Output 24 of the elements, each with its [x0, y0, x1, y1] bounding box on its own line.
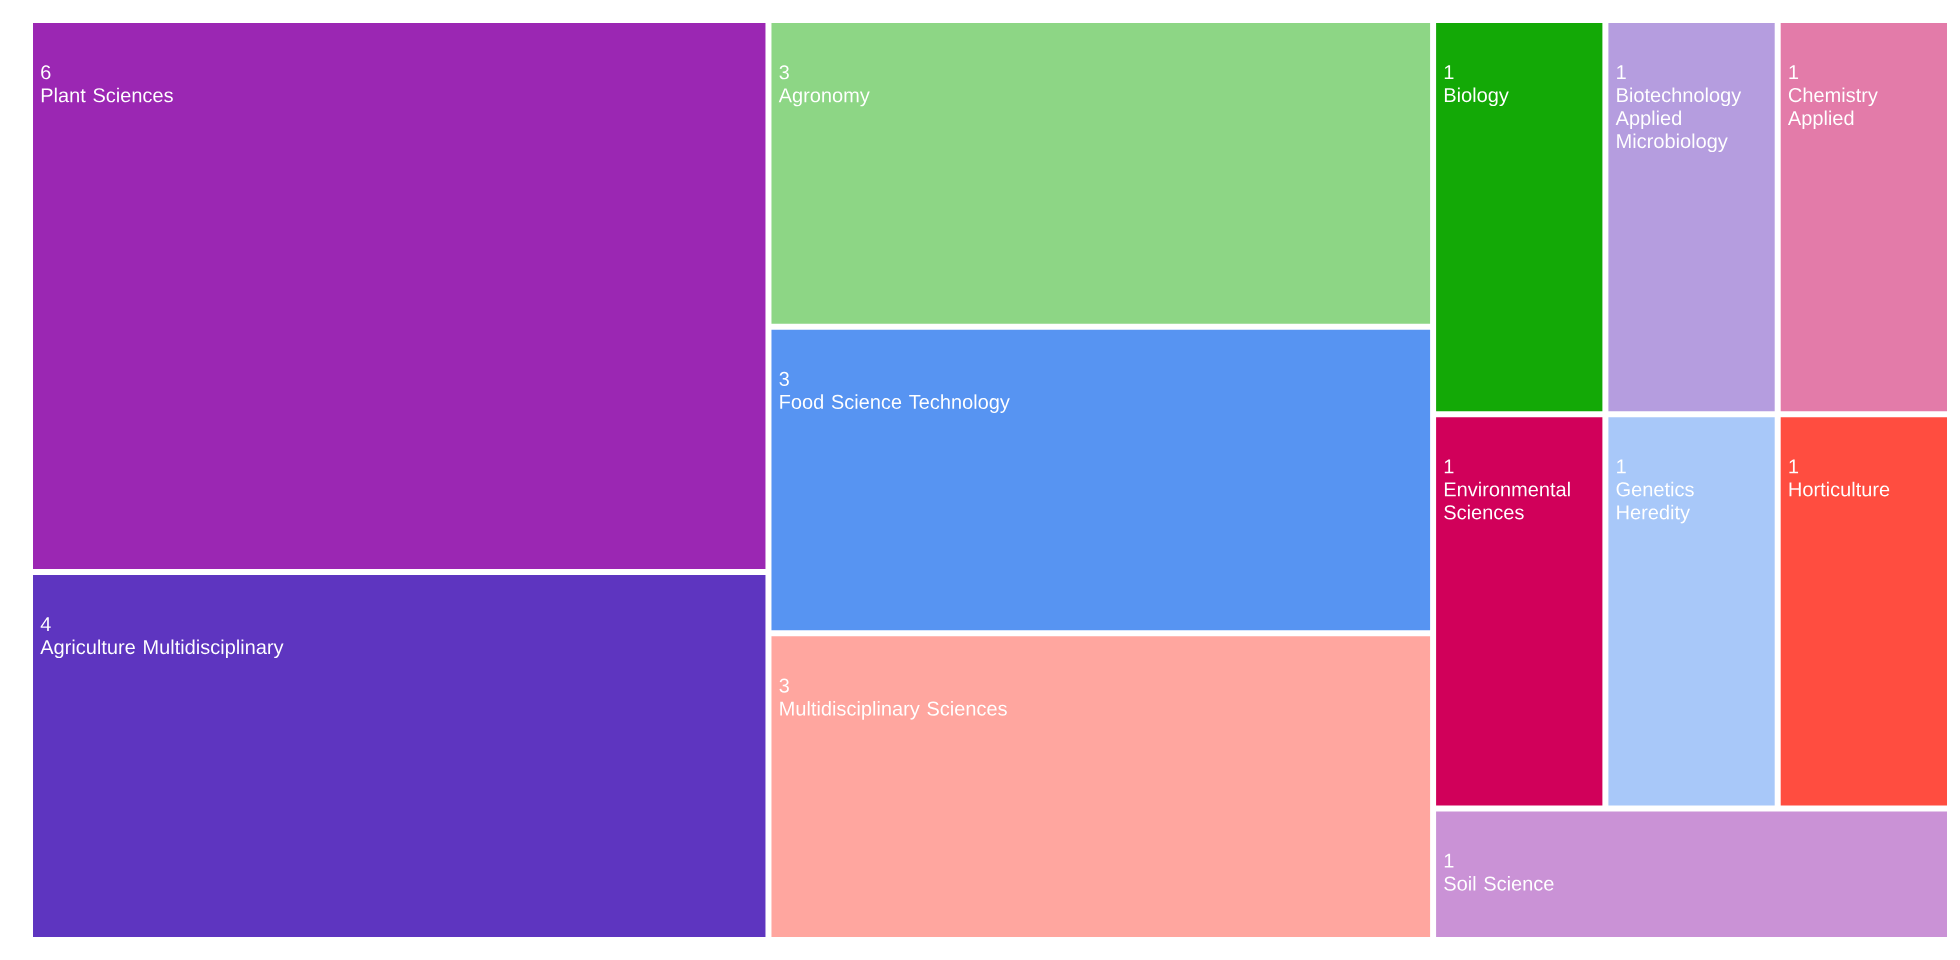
data-label: 3: [779, 678, 789, 693]
data-label: 4: [40, 617, 51, 631]
category-label: Biology: [1444, 87, 1509, 107]
category-label: Multidisciplinary Sciences: [780, 701, 1007, 720]
category-label: Environmental Sciences: [1444, 481, 1570, 520]
data-label: 1: [1617, 459, 1626, 474]
data-label: 6: [41, 65, 51, 80]
data-label: 1: [1617, 65, 1626, 79]
category-label: Agriculture Multidisciplinary: [40, 639, 284, 659]
category-label: Food Science Technology: [780, 394, 1010, 413]
category-label: Biotechnology Applied Microbiology: [1615, 87, 1742, 153]
data-label: 1: [1444, 459, 1454, 474]
category-label: Chemistry Applied: [1787, 87, 1878, 130]
data-label: 1: [1444, 853, 1454, 868]
data-label: 3: [779, 65, 789, 80]
category-label: Soil Science: [1444, 876, 1554, 891]
category-label: Agronomy: [778, 88, 870, 107]
category-label: Horticulture: [1789, 481, 1890, 497]
data-label: 1: [1444, 65, 1454, 79]
category-label: Plant Sciences: [41, 87, 173, 103]
category-label: Genetics Heredity: [1616, 481, 1694, 524]
data-label: 1: [1789, 459, 1799, 474]
data-label: 3: [779, 371, 789, 387]
data-label: 1: [1789, 65, 1799, 79]
